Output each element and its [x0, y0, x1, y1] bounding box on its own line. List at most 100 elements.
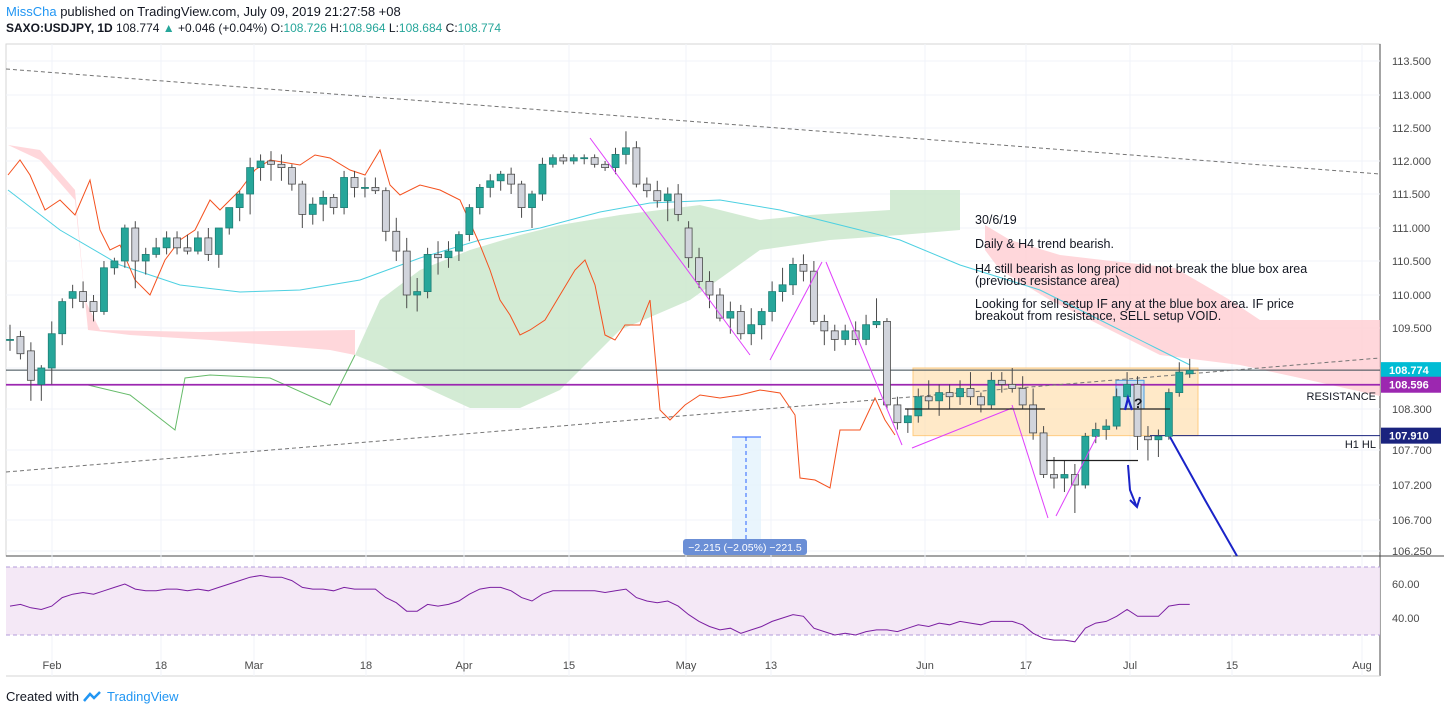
up-arrow-icon: ▲ [162, 21, 175, 35]
price-tick-label: 109.500 [1392, 323, 1432, 335]
rsi-tick-label: 40.00 [1392, 613, 1420, 625]
candle-body [1154, 435, 1163, 441]
candle-body [1060, 474, 1069, 479]
candle-body [392, 230, 401, 252]
candle-body [789, 263, 797, 286]
magenta-arrow [911, 407, 1013, 449]
rsi-band [6, 567, 1380, 635]
high-value: 108.964 [342, 21, 386, 35]
low-value: 108.684 [398, 21, 443, 35]
candle-body [1029, 404, 1038, 434]
magenta-arrow [1055, 435, 1098, 517]
time-tick-label: Jul [1123, 660, 1137, 672]
candle-body [872, 320, 881, 326]
candle-body [371, 186, 380, 192]
candle-body [6, 339, 14, 341]
time-tick-label: 15 [1226, 660, 1238, 672]
candle-body [298, 183, 307, 215]
candle-body [580, 157, 589, 160]
resistance-zone-box [912, 367, 1199, 437]
time-axis[interactable]: Feb 18 Mar 18 Apr 15 May 13 Jun 17 Jul 15 Aug [43, 660, 1372, 672]
candle-body [413, 291, 422, 296]
candle-body [194, 237, 202, 252]
candle-body [830, 330, 839, 340]
candle-body [903, 415, 912, 424]
candle-body [757, 311, 766, 326]
tradingview-brand[interactable]: TradingView [106, 689, 179, 704]
price-tag-label: 108.774 [1389, 365, 1430, 377]
time-tick-label: Mar [245, 660, 264, 672]
candle-body [695, 257, 703, 282]
created-with-text: Created with [6, 689, 79, 704]
candle-body [89, 301, 98, 312]
open-label: O: [270, 21, 284, 35]
price-tag-bg [1381, 362, 1441, 379]
time-tick-label: 18 [360, 660, 372, 672]
time-tick-label: Apr [455, 660, 472, 672]
cloud-bull-1 [355, 190, 960, 408]
magenta-arrow [769, 261, 823, 361]
time-tick-label: 18 [155, 660, 167, 672]
price-axis[interactable]: 113.500 113.000 112.500 112.000 111.500 111.0… [1381, 56, 1441, 625]
candle-body [141, 253, 150, 262]
candle-body [475, 186, 484, 208]
rsi-pane [6, 566, 1380, 643]
candle-body [1164, 392, 1173, 437]
price-tick-label: 106.250 [1392, 546, 1432, 558]
candle-body [622, 147, 630, 155]
candle-body [653, 190, 662, 202]
candle-body [225, 207, 234, 229]
measure-label: −2.215 (−2.05%) −221.5 [688, 542, 802, 554]
candlesticks [6, 131, 1194, 513]
candle-body [308, 203, 317, 215]
note-line1: Daily & H4 trend bearish. [975, 237, 1114, 251]
candle-body [465, 207, 474, 236]
candle-body [778, 284, 787, 292]
resistance-label: RESISTANCE [1307, 391, 1376, 403]
candle-body [528, 193, 536, 209]
candle-body [350, 177, 359, 188]
candle-body [705, 280, 714, 296]
candle-body [496, 173, 505, 182]
candle-body [1039, 432, 1048, 475]
symbol-label: SAXO:USDJPY, 1D [6, 21, 113, 35]
last-price: 108.774 [116, 21, 160, 35]
candle-body [58, 301, 67, 335]
price-tick-label: 108.300 [1392, 404, 1432, 416]
candle-body [590, 157, 599, 165]
price-tick-label: 107.200 [1392, 480, 1432, 492]
drawing-boxes [732, 367, 1199, 555]
note-line2b: (previous resistance area) [975, 274, 1120, 288]
candle-body [1050, 474, 1058, 479]
candle-body [914, 396, 923, 417]
candle-body [26, 350, 35, 381]
candle-body [548, 157, 557, 165]
rsi-line [9, 574, 1190, 643]
candle-body [924, 396, 933, 402]
publish-text: published on TradingView.com, July 09, 2… [60, 4, 401, 19]
low-label: L: [388, 21, 399, 35]
candle-body [820, 320, 829, 332]
candle-body [204, 237, 213, 255]
price-tick-label: 106.700 [1392, 515, 1432, 527]
price-tick-label: 112.000 [1392, 156, 1431, 168]
candle-body [966, 388, 975, 398]
indicator-lines [5, 68, 1381, 489]
candle-body [956, 388, 964, 398]
candle-body [47, 333, 56, 369]
trend-line-upper [5, 68, 1381, 175]
candle-body [423, 253, 432, 292]
candle-body [1123, 383, 1131, 398]
price-tick-label: 111.500 [1392, 189, 1430, 201]
drawings: ? −2.215 (−2.05%) −221.5 RESISTANCE H1 HL [589, 137, 1376, 557]
author-name[interactable]: MissCha [6, 4, 57, 19]
candle-body [841, 330, 850, 340]
candle-body [1102, 425, 1111, 430]
price-tag-bg [1381, 376, 1441, 393]
candle-body [381, 190, 390, 232]
time-tick-label: Jun [916, 660, 934, 672]
lagging-span-line [7, 148, 896, 489]
candle-body [768, 291, 777, 312]
candle-body [945, 392, 954, 398]
